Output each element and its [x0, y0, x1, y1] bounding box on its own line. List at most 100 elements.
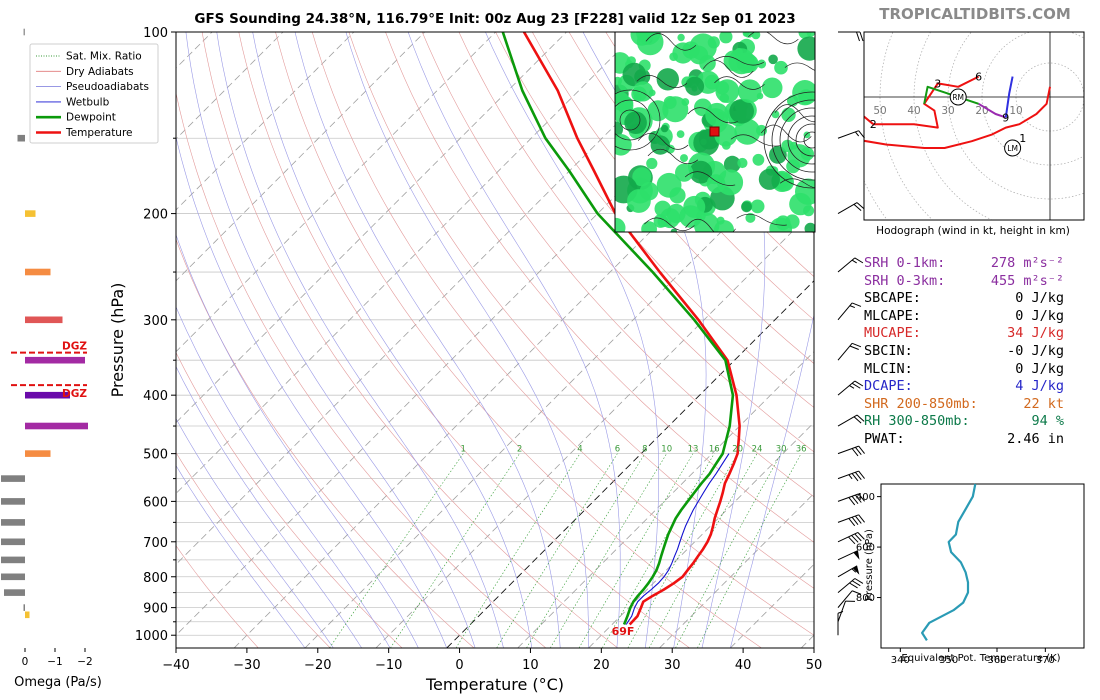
wind-barb: [837, 380, 864, 396]
dry-adiabat: [348, 32, 814, 589]
x-tick-label: 30: [664, 658, 681, 673]
stat-label: SRH 0-3km:: [864, 272, 946, 289]
dgz-label-bottom: DGZ: [62, 388, 87, 400]
omega-x-tick-label: 0: [22, 656, 29, 668]
theta-e-y-tick-label: 400: [856, 492, 875, 503]
mixing-ratio-line: [390, 453, 520, 648]
omega-x-tick-label: −2: [77, 656, 92, 668]
isotherm-line: [176, 32, 709, 565]
chart-title: GFS Sounding 24.38°N, 116.79°E Init: 00z…: [194, 11, 795, 27]
mixing-ratio-line: [697, 453, 802, 648]
omega-bar: [4, 589, 25, 596]
dry-adiabat: [275, 32, 762, 648]
location-marker: [709, 126, 720, 137]
stat-label: MLCAPE:: [864, 307, 921, 324]
legend-label: Dry Adiabats: [66, 66, 134, 78]
stat-value: 2.46 in: [1007, 430, 1064, 447]
stat-row: SHR 200-850mb: 22 kt: [864, 396, 1064, 414]
omega-bar: [25, 611, 30, 619]
mixing-ratio-label: 10: [661, 445, 672, 455]
stat-value: 0 J/kg: [1015, 307, 1064, 324]
dry-adiabat: [176, 451, 331, 648]
theta-e-y-tick-label: 600: [856, 543, 875, 554]
pseudo-adiabat: [345, 32, 589, 648]
legend-label: Pseudoadiabats: [66, 81, 149, 93]
hodograph-trace-9km: [1004, 76, 1014, 118]
omega-bar: [1, 556, 25, 564]
y-tick-label: 400: [143, 389, 168, 404]
map-inset: [615, 32, 815, 232]
wind-barb: [837, 130, 865, 139]
omega-bar: [25, 210, 36, 217]
hodograph-ring-label: 50: [873, 105, 886, 117]
hodograph-ring-label: 10: [1009, 105, 1022, 117]
hodograph-height-label: 9: [1002, 111, 1009, 124]
stat-value: 4 J/kg: [1015, 378, 1064, 395]
surface-temp-label: 69F: [612, 625, 635, 638]
omega-bar: [25, 356, 85, 364]
omega-bar: [1, 573, 25, 581]
pseudo-adiabat: [176, 465, 306, 648]
theta-e-x-tick-label: 370: [1036, 655, 1055, 666]
wind-barbs: [837, 31, 865, 636]
wind-barb: [837, 590, 862, 608]
isotherm-line: [176, 32, 567, 424]
x-tick-label: 0: [455, 658, 463, 673]
legend-item-dewpoint: Dewpoint: [36, 112, 116, 124]
pseudo-adiabat: [252, 32, 533, 648]
y-tick-label: 500: [143, 448, 168, 463]
wind-barb: [837, 600, 856, 622]
hodograph-trace-mid: [873, 75, 980, 129]
legend-label: Temperature: [65, 127, 133, 139]
legend-item-temperature: Temperature: [36, 127, 133, 139]
pseudo-adiabat: [407, 32, 621, 648]
mixing-ratio-label: 20: [732, 445, 743, 455]
x-tick-label: −40: [162, 658, 189, 673]
dry-adiabat: [495, 32, 814, 408]
hodograph-trace-3-6km: [923, 85, 979, 105]
dry-adiabat: [532, 32, 814, 364]
profile-wetbulb: [625, 453, 730, 625]
mixing-ratio-label: 4: [577, 445, 582, 455]
stat-label: SBCIN:: [864, 342, 913, 359]
dry-adiabat: [201, 32, 618, 648]
x-tick-label: 20: [593, 658, 610, 673]
stat-row: MUCAPE: 34 J/kg: [864, 325, 1064, 343]
dry-adiabat: [385, 32, 814, 543]
pseudo-adiabat: [216, 32, 504, 648]
wind-barb: [837, 470, 865, 482]
theta-e-profile: [920, 483, 977, 641]
y-tick-label: 900: [143, 602, 168, 617]
mixing-ratio-label: 36: [796, 445, 807, 455]
hodograph-trace-0-3km: [864, 86, 1051, 149]
omega-bar: [25, 422, 88, 430]
stat-value: -0 J/kg: [1007, 342, 1064, 359]
isotherm-line: [659, 492, 814, 648]
isotherm-line: [588, 421, 814, 648]
x-tick-label: 10: [522, 658, 539, 673]
omega-x-tick-label: −1: [47, 656, 62, 668]
wind-barb: [837, 550, 860, 561]
wind-barb: [837, 493, 865, 506]
hodograph-ring-label: 40: [907, 105, 920, 117]
stat-row: SRH 0-3km: 455 m²s⁻²: [864, 273, 1064, 291]
theta-e-y-tick-label: 800: [856, 593, 875, 604]
stat-label: MLCIN:: [864, 360, 913, 377]
omega-bar: [23, 28, 25, 36]
theta-e-x-tick-label: 340: [891, 655, 910, 666]
dry-adiabat: [176, 351, 403, 648]
stat-value: 278 m²s⁻²: [990, 255, 1064, 271]
isotherm-line: [176, 32, 638, 495]
omega-bar: [25, 316, 63, 324]
mixing-ratio-line: [602, 453, 715, 648]
hodograph-marker-label: RM: [952, 93, 964, 102]
mixing-ratio-line: [627, 453, 738, 648]
isotherm-line: [304, 138, 814, 648]
omega-panel: DGZ DGZ 0 −1 −2: [1, 28, 93, 668]
stat-row: SBCIN: -0 J/kg: [864, 343, 1064, 361]
theta-e-panel: 340 350 360 370 400 600 800: [856, 483, 1085, 666]
pseudo-adiabat: [730, 313, 814, 648]
site-watermark: TROPICALTIDBITS.COM: [879, 5, 1071, 23]
omega-bar: [1, 538, 25, 546]
hodograph-trace-6-9km: [978, 102, 1007, 119]
